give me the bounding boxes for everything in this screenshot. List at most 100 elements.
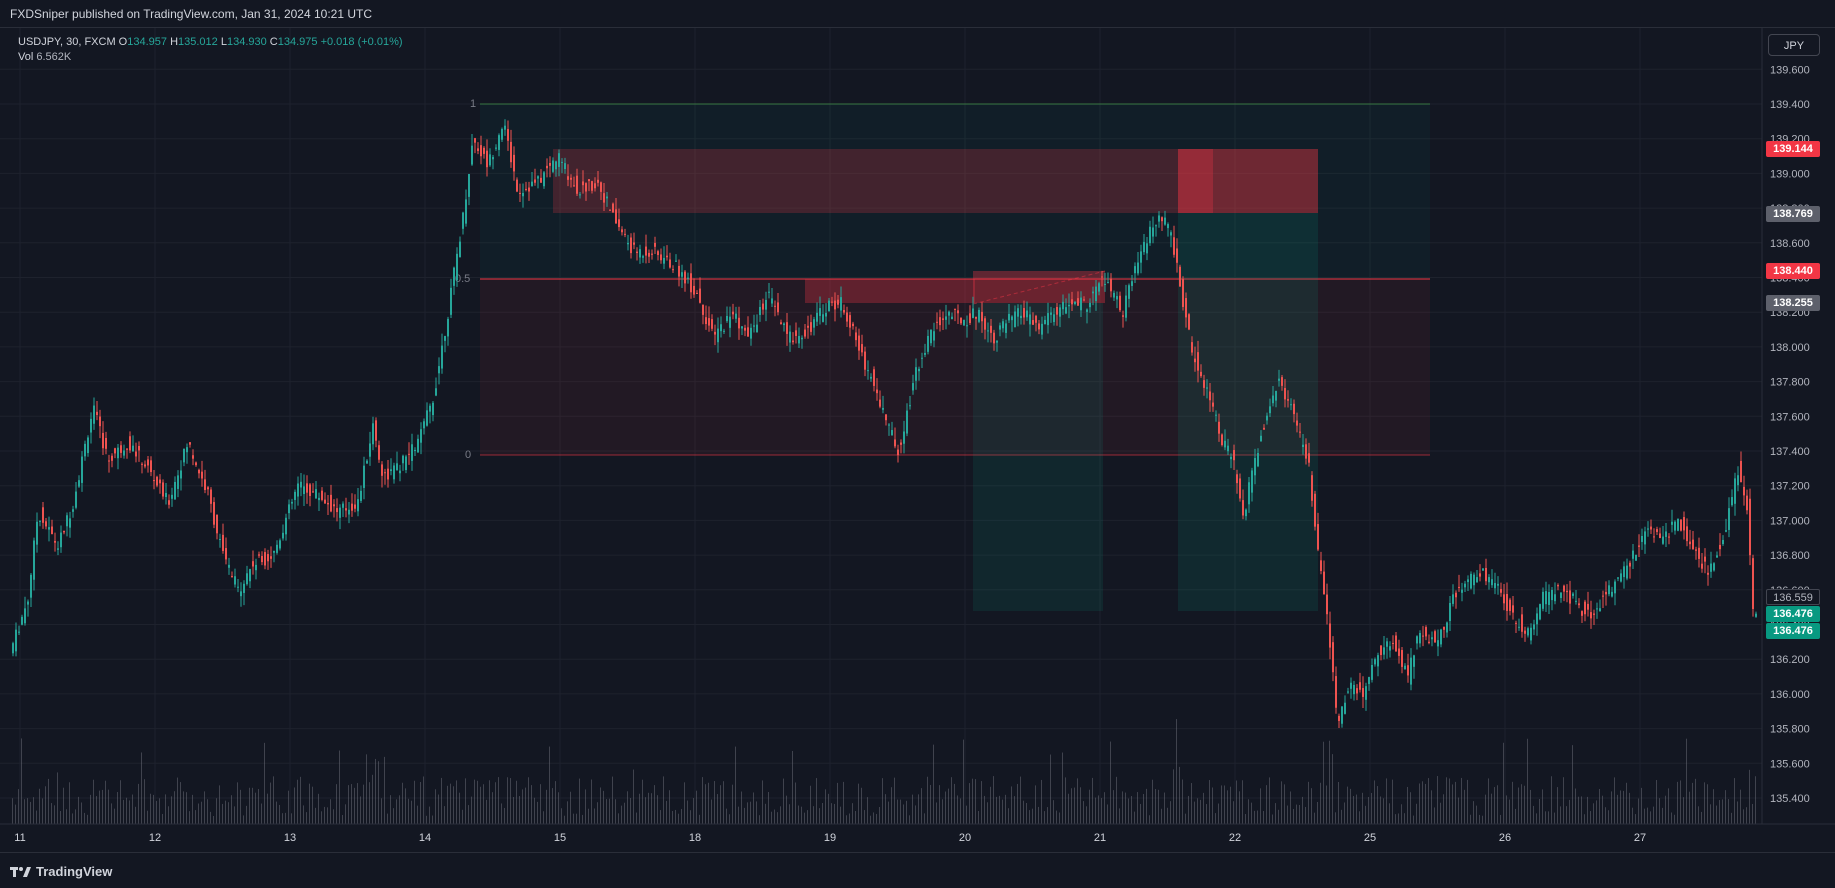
candle-body bbox=[441, 345, 443, 369]
candle-body bbox=[834, 300, 836, 310]
volume-bar bbox=[1086, 806, 1087, 824]
candle-body bbox=[1671, 521, 1673, 525]
volume-bar bbox=[405, 788, 406, 824]
candle-body bbox=[1662, 536, 1664, 544]
volume-bar bbox=[1557, 787, 1558, 824]
volume-bar bbox=[726, 808, 727, 824]
candle-body bbox=[213, 502, 215, 525]
candle-body bbox=[984, 318, 986, 330]
volume-bar bbox=[87, 814, 88, 824]
time-tick-label: 25 bbox=[1364, 832, 1376, 844]
candle-body bbox=[1515, 622, 1517, 624]
symbol-name: USDJPY, 30, FXCM bbox=[18, 36, 116, 48]
currency-button[interactable]: JPY bbox=[1768, 34, 1820, 56]
volume-bar bbox=[819, 808, 820, 824]
candle-body bbox=[726, 315, 728, 322]
volume-bar bbox=[1554, 812, 1555, 824]
volume-bar bbox=[96, 796, 97, 824]
candle-body bbox=[252, 561, 254, 567]
volume-bar bbox=[1368, 796, 1369, 824]
volume-bar bbox=[1698, 806, 1699, 824]
candle-body bbox=[969, 313, 971, 323]
candle-body bbox=[1368, 677, 1370, 684]
volume-bar bbox=[1449, 778, 1450, 824]
price-tick-label: 139.000 bbox=[1770, 168, 1810, 180]
candle-body bbox=[669, 259, 671, 268]
volume-bar bbox=[1185, 813, 1186, 824]
volume-bar bbox=[507, 777, 508, 824]
volume-bar bbox=[537, 801, 538, 824]
volume-bar bbox=[168, 806, 169, 824]
volume-bar bbox=[1140, 803, 1141, 824]
volume-bar bbox=[927, 776, 928, 824]
volume-bar bbox=[1248, 799, 1249, 824]
volume-bar bbox=[198, 803, 199, 824]
candle-body bbox=[1008, 313, 1010, 321]
candle-body bbox=[495, 147, 497, 149]
volume-bar bbox=[156, 800, 157, 824]
candle-body bbox=[1209, 391, 1211, 401]
volume-bar bbox=[240, 789, 241, 824]
candle-body bbox=[1221, 434, 1223, 446]
volume-bar bbox=[1419, 783, 1420, 824]
volume-bar bbox=[555, 781, 556, 824]
candle-body bbox=[372, 423, 374, 445]
candle-body bbox=[1752, 558, 1754, 609]
candle-body bbox=[1002, 321, 1004, 329]
volume-bar bbox=[876, 813, 877, 824]
volume-bar bbox=[342, 815, 343, 824]
candle-body bbox=[39, 520, 41, 522]
candle-body bbox=[69, 518, 71, 528]
candle-body bbox=[1563, 585, 1565, 592]
volume-bar bbox=[495, 782, 496, 824]
candle-body bbox=[249, 569, 251, 582]
volume-bar bbox=[1050, 754, 1051, 824]
volume-bar bbox=[654, 785, 655, 824]
volume-bar bbox=[1422, 781, 1423, 824]
volume-bar bbox=[900, 799, 901, 824]
candle-body bbox=[285, 517, 287, 535]
candle-body bbox=[729, 316, 731, 328]
volume-bar bbox=[942, 799, 943, 824]
candle-body bbox=[618, 219, 620, 228]
volume-bar bbox=[1362, 792, 1363, 824]
volume-bar bbox=[1122, 791, 1123, 824]
candle-body bbox=[1014, 311, 1016, 328]
volume-bar bbox=[1701, 811, 1702, 824]
volume-bar bbox=[558, 792, 559, 824]
volume-bar bbox=[417, 805, 418, 824]
chart-area[interactable]: 1 0.5 0 139.600139.400139.200139.000138.… bbox=[0, 28, 1835, 852]
candle-body bbox=[1344, 702, 1346, 714]
volume-bar bbox=[510, 778, 511, 824]
time-tick-label: 22 bbox=[1229, 832, 1241, 844]
candle-body bbox=[1020, 315, 1022, 319]
volume-bar bbox=[246, 805, 247, 824]
candle-body bbox=[1092, 291, 1094, 294]
candle-body bbox=[1110, 278, 1112, 292]
volume-bar bbox=[21, 738, 22, 824]
candle-body bbox=[255, 564, 257, 571]
volume-bar bbox=[1212, 787, 1213, 824]
volume-bar bbox=[921, 788, 922, 824]
volume-bar bbox=[1146, 788, 1147, 824]
candle-body bbox=[780, 322, 782, 324]
volume-bar bbox=[75, 809, 76, 824]
volume-bar bbox=[588, 808, 589, 824]
candle-body bbox=[630, 237, 632, 254]
candle-body bbox=[294, 491, 296, 500]
candle-body bbox=[240, 591, 242, 597]
candle-body bbox=[1371, 664, 1373, 680]
tradingview-logo[interactable]: TradingView bbox=[10, 864, 112, 879]
volume-bar bbox=[606, 799, 607, 824]
volume-bar bbox=[1083, 801, 1084, 824]
candle-body bbox=[1731, 497, 1733, 506]
candle-body bbox=[222, 534, 224, 551]
volume-bar bbox=[960, 798, 961, 824]
candle-body bbox=[963, 319, 965, 326]
volume-bar bbox=[1371, 792, 1372, 824]
candle-body bbox=[978, 309, 980, 322]
volume-bar bbox=[996, 796, 997, 824]
candle-body bbox=[1170, 232, 1172, 236]
price-tick-label: 137.000 bbox=[1770, 515, 1810, 527]
candle-body bbox=[1311, 475, 1313, 501]
